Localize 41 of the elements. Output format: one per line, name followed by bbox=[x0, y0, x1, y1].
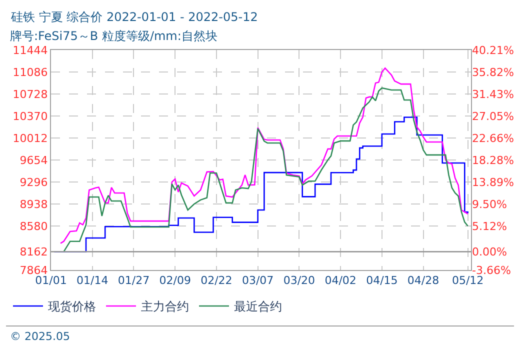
legend-label: 现货价格 bbox=[48, 300, 96, 314]
x-tick-label: 05/12 bbox=[452, 274, 484, 288]
x-tick-label: 03/07 bbox=[242, 274, 274, 288]
y2-tick-label: 22.66% bbox=[472, 132, 514, 145]
y-tick-label: 11444 bbox=[12, 44, 48, 57]
x-tick-label: 01/27 bbox=[118, 274, 150, 288]
y-tick-label: 10012 bbox=[12, 132, 48, 145]
y-tick-label: 8938 bbox=[20, 198, 48, 211]
x-tick-label: 04/15 bbox=[366, 274, 398, 288]
y-tick-label: 8580 bbox=[20, 220, 48, 233]
y2-tick-label: 13.89% bbox=[472, 176, 514, 189]
y-tick-label: 11086 bbox=[12, 66, 48, 79]
y2-tick-label: 35.82% bbox=[472, 66, 514, 79]
y-tick-label: 9296 bbox=[20, 176, 48, 189]
legend-label: 最近合约 bbox=[234, 300, 282, 314]
x-tick-label: 01/01 bbox=[35, 274, 67, 288]
y-tick-label: 7864 bbox=[20, 264, 48, 277]
line-series bbox=[60, 67, 468, 244]
x-tick-label: 01/14 bbox=[76, 274, 108, 288]
y-tick-label: 8162 bbox=[20, 246, 48, 259]
chart-title: 硅铁 宁夏 综合价 2022-01-01 - 2022-05-12 bbox=[10, 10, 258, 24]
y-tick-label: 10370 bbox=[12, 110, 48, 123]
x-tick-label: 02/22 bbox=[200, 274, 232, 288]
legend-label: 主力合约 bbox=[141, 300, 189, 314]
chart-subtitle: 牌号:FeSi75～B 粒度等级/mm:自然块 bbox=[10, 29, 218, 43]
line-series bbox=[63, 87, 468, 252]
x-tick-label: 04/28 bbox=[407, 274, 440, 288]
y2-tick-label: 5.12% bbox=[472, 220, 507, 233]
x-tick-label: 03/20 bbox=[283, 274, 316, 288]
x-tick-label: 04/02 bbox=[324, 274, 356, 288]
y2-tick-label: 0.00% bbox=[472, 246, 507, 258]
y2-tick-label: 40.21% bbox=[472, 44, 514, 57]
text: © 2025.05 bbox=[10, 330, 70, 343]
y2-tick-label: 27.05% bbox=[472, 110, 514, 123]
y2-tick-label: -3.66% bbox=[472, 264, 511, 277]
y-tick-label: 10728 bbox=[12, 88, 48, 101]
y2-tick-label: 18.28% bbox=[472, 154, 514, 167]
x-tick-label: 02/09 bbox=[159, 274, 191, 288]
y-tick-label: 9654 bbox=[20, 154, 48, 167]
y2-tick-label: 31.43% bbox=[472, 88, 514, 101]
y2-tick-label: 9.50% bbox=[472, 198, 507, 211]
